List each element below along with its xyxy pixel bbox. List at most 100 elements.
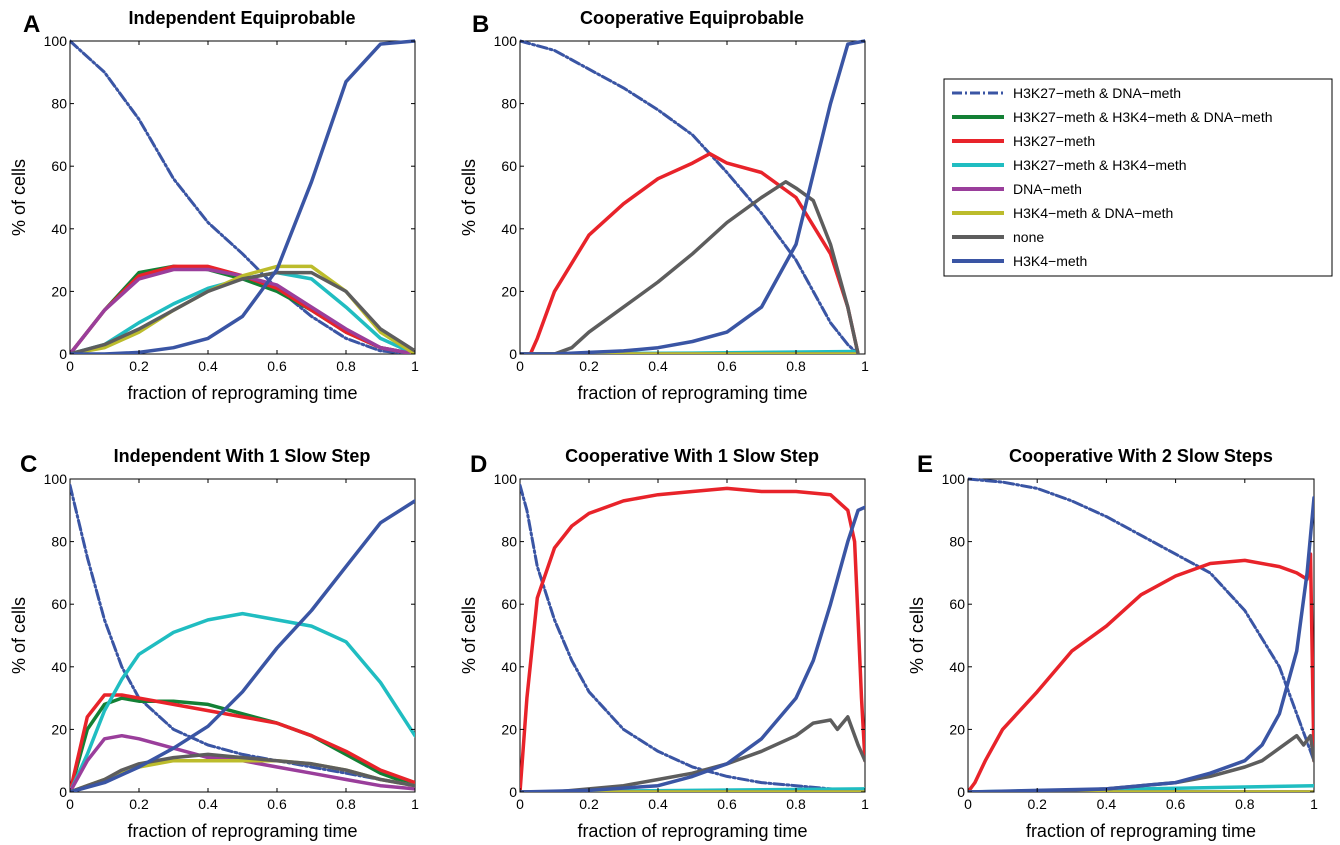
x-tick-label: 1: [861, 796, 869, 812]
plot-frame: [967, 478, 1315, 793]
panel-title: Cooperative With 1 Slow Step: [565, 446, 819, 466]
x-tick-label: 1: [411, 796, 419, 812]
ticks: 0 0.2 0.4 0.6 0.8 1 0 20 40 60 80 100: [44, 33, 419, 374]
panel-d: 0 0.2 0.4 0.6 0.8 1 0 20 40 60 80 100 fraction of re…: [459, 446, 869, 841]
legend-label: H3K4−meth: [1013, 253, 1087, 269]
y-tick-label: 60: [501, 596, 517, 612]
series-line-h3k27-meth: [968, 552, 1314, 792]
y-tick-label: 40: [501, 221, 517, 237]
plot-frame: [519, 478, 866, 793]
x-tick-label: 0.2: [579, 796, 599, 812]
y-tick-label: 20: [949, 721, 965, 737]
y-tick-label: 0: [509, 784, 517, 800]
series-line-none: [70, 270, 415, 354]
y-tick-label: 80: [501, 96, 517, 112]
legend-label: none: [1013, 229, 1044, 245]
x-tick-label: 0.2: [129, 796, 149, 812]
y-axis-label: % of cells: [907, 597, 927, 674]
y-tick-label: 100: [44, 471, 68, 487]
x-axis-label: fraction of reprograming time: [127, 821, 357, 841]
series-group: [70, 39, 415, 354]
y-tick-label: 40: [51, 659, 67, 675]
series-group: [520, 483, 865, 792]
x-tick-label: 0.6: [717, 796, 737, 812]
x-tick-label: 0.6: [267, 796, 287, 812]
legend-box: [943, 78, 1333, 277]
y-tick-label: 80: [949, 534, 965, 550]
x-tick-label: 1: [861, 358, 869, 374]
x-tick-label: 1: [1310, 796, 1318, 812]
x-tick-label: 0: [66, 358, 74, 374]
series-line-h3k4-meth: [70, 499, 415, 792]
legend-label: H3K27−meth: [1013, 133, 1095, 149]
y-axis-label: % of cells: [459, 159, 479, 236]
legend: H3K27−meth & DNA−meth H3K27−meth & H3K4−m…: [943, 78, 1333, 277]
x-tick-label: 0.6: [1166, 796, 1186, 812]
ticks: 0 0.2 0.4 0.6 0.8 1 0 20 40 60 80 100: [44, 471, 419, 812]
plot-frame: [69, 478, 416, 793]
x-tick-label: 0.2: [129, 358, 149, 374]
series-line-h3k27-meth: [520, 486, 865, 792]
series-line-h3k27-meth-dna-meth: [520, 483, 865, 792]
x-tick-label: 0.8: [336, 796, 356, 812]
legend-label: H3K4−meth & DNA−meth: [1013, 205, 1173, 221]
panel-letter: C: [20, 451, 37, 478]
y-tick-label: 100: [942, 471, 966, 487]
series-line-h3k27-meth-h3k4-meth: [70, 611, 415, 792]
panel-b: 0 0.2 0.4 0.6 0.8 1 0 20 40 60 80 100 fraction of re…: [459, 8, 869, 403]
panel-title: Independent Equiprobable: [128, 8, 355, 28]
y-tick-label: 0: [59, 346, 67, 362]
x-tick-label: 0.4: [198, 796, 218, 812]
y-tick-label: 100: [494, 33, 518, 49]
plot-frame: [519, 40, 866, 355]
y-tick-label: 20: [501, 721, 517, 737]
series-line-dna-meth: [70, 733, 415, 792]
ticks: 0 0.2 0.4 0.6 0.8 1 0 20 40 60 80 100: [494, 471, 869, 812]
x-axis-label: fraction of reprograming time: [127, 383, 357, 403]
y-tick-label: 20: [51, 721, 67, 737]
y-tick-label: 60: [501, 158, 517, 174]
x-tick-label: 0.6: [717, 358, 737, 374]
panel-letter: B: [472, 11, 489, 38]
y-tick-label: 60: [51, 596, 67, 612]
series-group: [70, 483, 415, 792]
series-line-none: [70, 752, 415, 792]
y-tick-label: 40: [51, 221, 67, 237]
series-group: [520, 39, 865, 354]
panel-letter: E: [917, 451, 933, 478]
x-tick-label: 0.8: [786, 796, 806, 812]
x-tick-label: 0.6: [267, 358, 287, 374]
y-tick-label: 80: [51, 96, 67, 112]
y-tick-label: 20: [51, 283, 67, 299]
series-line-h3k4-meth: [520, 39, 865, 354]
legend-label: H3K27−meth & H3K4−meth & DNA−meth: [1013, 109, 1273, 125]
series-line-h3k27-meth-dna-meth: [968, 477, 1314, 763]
panel-a: 0 0.2 0.4 0.6 0.8 1 0 20 40 60 80 100 fraction of re…: [9, 8, 419, 403]
x-tick-label: 0: [66, 796, 74, 812]
y-tick-label: 40: [949, 659, 965, 675]
panel-title: Cooperative With 2 Slow Steps: [1009, 446, 1273, 466]
y-tick-label: 0: [59, 784, 67, 800]
series-line-h3k4-meth: [520, 505, 865, 792]
x-tick-label: 0.2: [579, 358, 599, 374]
x-tick-label: 0.4: [1097, 796, 1117, 812]
series-line-h3k27-meth-dna-meth: [70, 39, 415, 354]
panel-title: Cooperative Equiprobable: [580, 8, 804, 28]
series-line-h3k27-meth: [70, 693, 415, 792]
panel-title: Independent With 1 Slow Step: [114, 446, 371, 466]
series-line-h3k4-meth: [70, 39, 415, 354]
y-tick-label: 0: [509, 346, 517, 362]
x-tick-label: 0.4: [648, 796, 668, 812]
y-tick-label: 100: [44, 33, 68, 49]
x-tick-label: 0.4: [198, 358, 218, 374]
y-tick-label: 20: [501, 283, 517, 299]
y-tick-label: 60: [949, 596, 965, 612]
x-axis-label: fraction of reprograming time: [1026, 821, 1256, 841]
series-line-h3k27-meth-h3k4-meth-dna-meth: [70, 696, 415, 792]
panel-letter: A: [23, 11, 40, 38]
x-tick-label: 0: [516, 796, 524, 812]
x-tick-label: 0.2: [1027, 796, 1047, 812]
y-axis-label: % of cells: [9, 597, 29, 674]
